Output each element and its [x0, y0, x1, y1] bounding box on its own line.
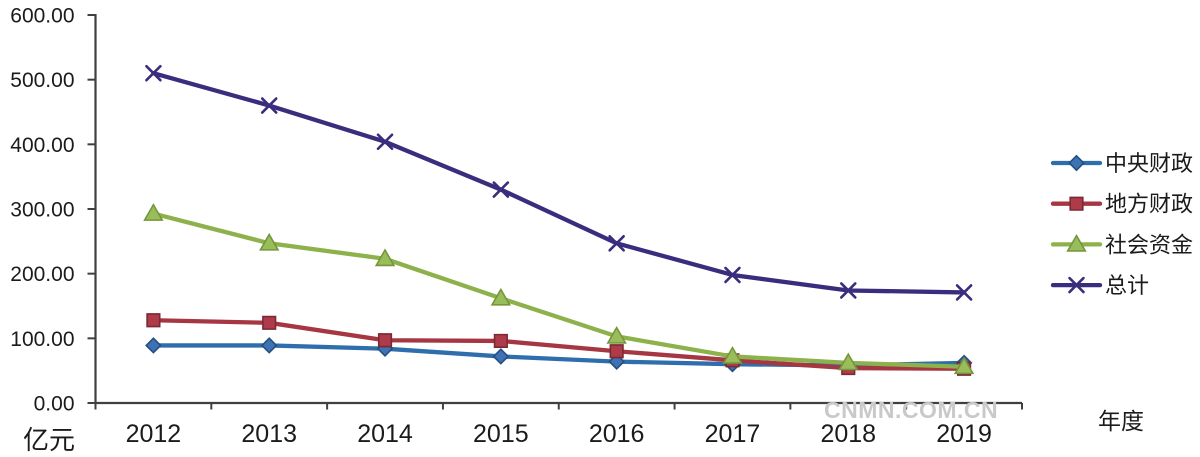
- series-marker-social-capital-2014: [374, 248, 396, 267]
- series-marker-social-capital-2018: [838, 352, 859, 371]
- x-axis-unit-label: 年度: [1098, 408, 1144, 434]
- series-marker-local-finance-2016: [609, 344, 624, 359]
- series-marker-total-2016: [608, 234, 625, 252]
- x-tick-label-2014: 2014: [357, 420, 413, 448]
- y-tick-label-300.00: 300.00: [10, 199, 74, 222]
- legend-item-central-finance: 中央财政: [1050, 151, 1193, 176]
- series-marker-total-2017: [724, 266, 741, 284]
- series-marker-social-capital-2017: [722, 346, 743, 364]
- legend-item-social-capital: 社会资金: [1050, 232, 1193, 257]
- series-marker-total-2019: [955, 284, 973, 301]
- watermark: CNMN.COM.CN: [824, 397, 999, 423]
- legend-label-social-capital: 社会资金: [1105, 232, 1193, 257]
- y-tick-label-400.00: 400.00: [10, 134, 74, 157]
- series-marker-total-2015: [492, 181, 510, 198]
- x-tick-label-2013: 2013: [241, 420, 297, 448]
- y-tick-label-200.00: 200.00: [10, 263, 74, 286]
- series-marker-total-2012: [145, 64, 162, 82]
- y-tick-label-600.00: 600.00: [10, 5, 74, 28]
- x-tick-label-2016: 2016: [589, 420, 645, 448]
- series-marker-social-capital-2016: [606, 325, 627, 344]
- series-line-total: [151, 71, 967, 295]
- series-marker-local-finance-2013: [262, 315, 277, 330]
- legend-marker-central-finance-icon: [1068, 154, 1085, 172]
- series-marker-central-finance-2013: [260, 337, 278, 354]
- series-line-social-capital: [151, 211, 967, 369]
- legend-label-total: 总计: [1105, 273, 1149, 298]
- legend-marker-total-icon: [1068, 276, 1085, 294]
- series-marker-total-2013: [260, 97, 278, 114]
- y-tick-label-100.00: 100.00: [10, 328, 74, 351]
- series-marker-total-2014: [376, 133, 394, 151]
- series-marker-central-finance-2012: [145, 337, 162, 354]
- series-marker-social-capital-2019: [953, 356, 975, 375]
- legend-item-total: 总计: [1050, 273, 1149, 298]
- series-marker-social-capital-2015: [490, 287, 512, 306]
- legend-marker-social-capital-icon: [1066, 233, 1087, 252]
- legend-item-local-finance: 地方财政: [1050, 192, 1193, 217]
- x-tick-label-2017: 2017: [705, 420, 761, 448]
- legend-label-central-finance: 中央财政: [1105, 151, 1193, 176]
- y-axis-unit-label: 亿元: [23, 425, 76, 455]
- series-marker-total-2018: [839, 282, 857, 299]
- series-marker-local-finance-2015: [493, 333, 508, 349]
- series-marker-social-capital-2012: [143, 203, 164, 221]
- series-marker-local-finance-2014: [377, 333, 393, 348]
- series-marker-local-finance-2012: [146, 313, 161, 328]
- series-marker-social-capital-2013: [259, 232, 280, 251]
- legend-marker-local-finance-icon: [1069, 196, 1084, 211]
- y-tick-label-0.00: 0.00: [34, 393, 75, 416]
- x-tick-label-2012: 2012: [126, 420, 182, 448]
- y-tick-label-500.00: 500.00: [10, 69, 74, 92]
- x-tick-label-2018: 2018: [820, 420, 876, 448]
- series-marker-central-finance-2015: [492, 348, 510, 365]
- legend-label-local-finance: 地方财政: [1105, 192, 1193, 217]
- x-tick-label-2015: 2015: [473, 420, 529, 448]
- series-line-local-finance: [151, 318, 967, 371]
- series-marker-central-finance-2016: [608, 353, 625, 370]
- x-tick-label-2019: 2019: [936, 420, 992, 448]
